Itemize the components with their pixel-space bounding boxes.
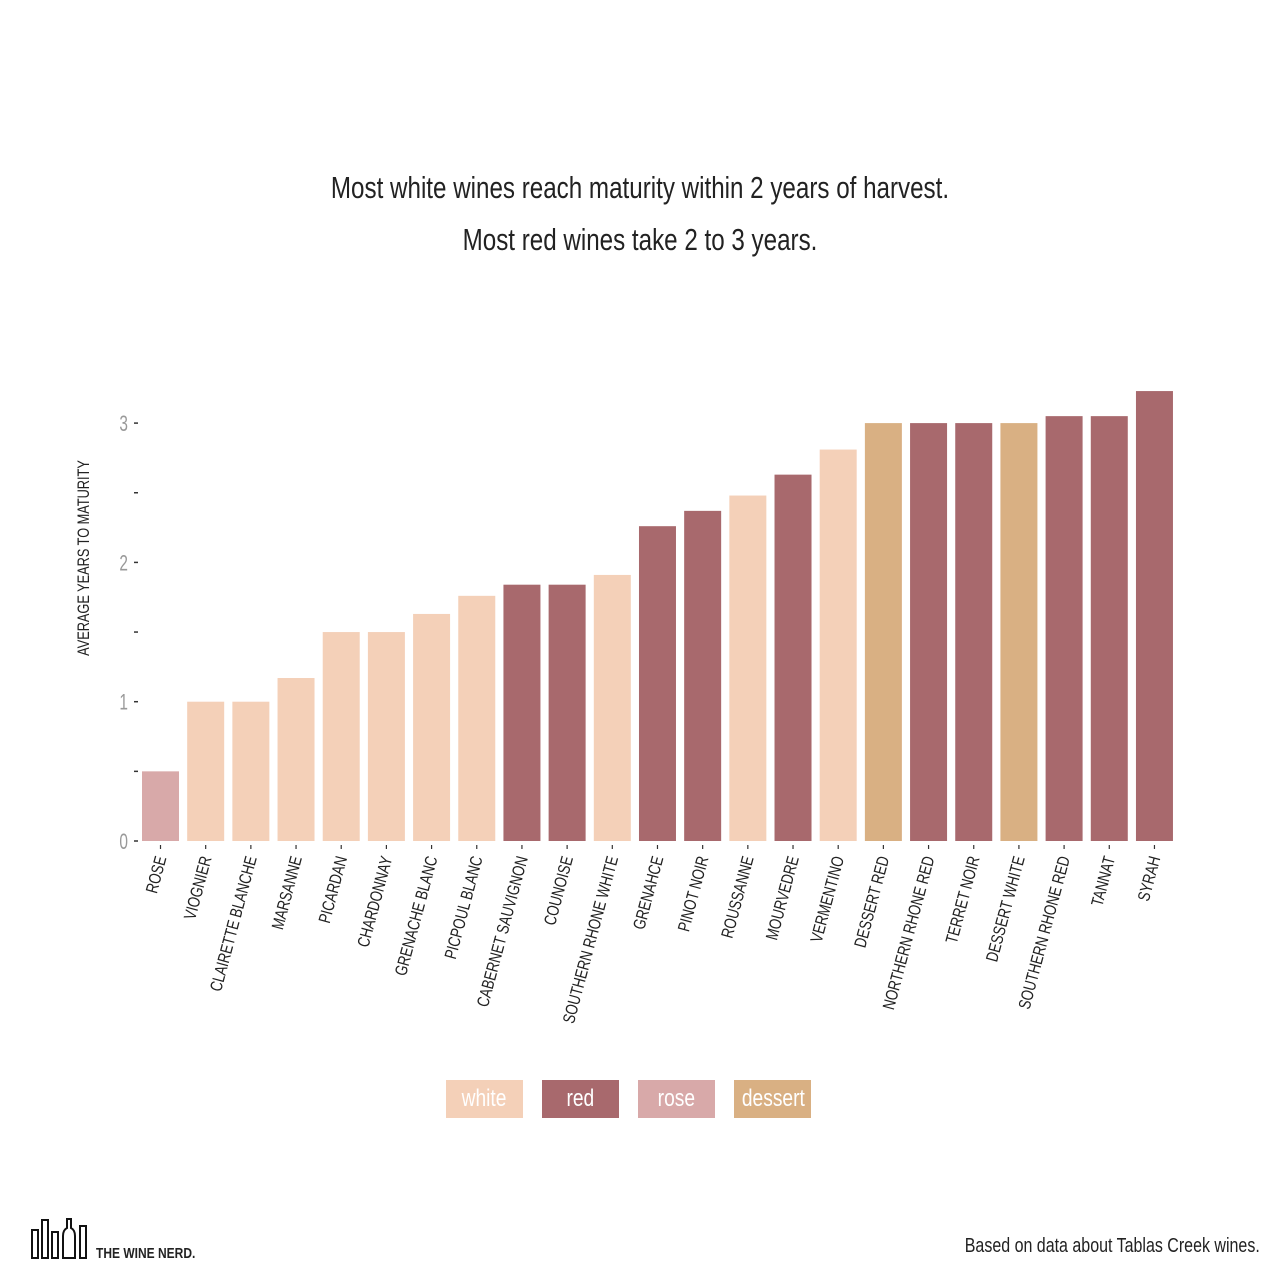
legend: white red rose dessert — [446, 1080, 811, 1118]
x-tick-label: DESSERT RED — [851, 854, 894, 949]
y-axis-label: AVERAGE YEARS TO MATURITY — [74, 460, 93, 656]
chart-subtitle: Most red wines take 2 to 3 years. — [462, 222, 818, 257]
bar-terret-noir — [955, 423, 993, 841]
bar-marsanne — [277, 678, 315, 841]
bar-picpoul-blanc — [458, 595, 496, 841]
bar-dessert-white — [1000, 423, 1038, 841]
x-tick-label: PICARDAN — [315, 854, 351, 925]
wine-bottles-icon — [31, 1218, 87, 1259]
x-tick-label: VERMENTINO — [807, 854, 848, 944]
x-tick-label: MOURVEDRE — [763, 854, 804, 942]
x-tick-label: CLAIRETTE BLANCHE — [207, 854, 261, 993]
bar-cabernet-sauvignon — [503, 584, 541, 841]
bar-grenahce — [638, 526, 676, 841]
x-tick-label: GRENAHCE — [630, 854, 668, 931]
bar-pinot-noir — [684, 510, 722, 841]
source-note: Based on data about Tablas Creek wines. — [964, 1235, 1260, 1257]
x-tick-label: PICPOUL BLANC — [441, 854, 487, 961]
bar-southern-rhone-red — [1045, 416, 1083, 841]
x-tick-label: DESSERT WHITE — [983, 854, 1029, 964]
bar-viognier — [187, 701, 225, 841]
legend-white: white — [446, 1080, 523, 1118]
bar-counoise — [548, 584, 586, 841]
x-tick-label: SYRAH — [1135, 854, 1165, 903]
x-tick-label: MARSANNE — [269, 854, 307, 931]
x-tick-label: CHARDONNAY — [354, 854, 396, 949]
bar-tannat — [1090, 416, 1128, 841]
bar-southern-rhone-white — [593, 574, 631, 841]
y-tick-label: 3 — [119, 413, 128, 437]
bar-grenache-blanc — [413, 613, 451, 841]
x-tick-label: VIOGNIER — [181, 854, 216, 921]
x-tick-label: COUNOISE — [541, 854, 578, 927]
x-tick-label: ROSE — [143, 854, 171, 895]
legend-red: red — [542, 1080, 619, 1118]
y-tick-label: 1 — [119, 691, 128, 715]
bar-clairette-blanche — [232, 701, 270, 841]
legend-dessert: dessert — [734, 1080, 811, 1118]
x-tick-label: PINOT NOIR — [675, 854, 713, 933]
bar-vermentino — [819, 449, 857, 841]
x-tick-label: CABERNET SAUVIGNON — [474, 854, 532, 1009]
logo: THE WINE NERD. — [30, 1216, 220, 1262]
x-tick-label: GRENACHE BLANC — [392, 854, 442, 978]
bar-roussanne — [729, 495, 767, 841]
x-tick-label: TANNAT — [1088, 854, 1120, 908]
bar-northern-rhone-red — [910, 423, 948, 841]
y-tick-label: 0 — [119, 830, 128, 854]
bar-chardonnay — [367, 632, 405, 841]
x-tick-label: TERRET NOIR — [943, 854, 984, 945]
legend-rose: rose — [638, 1080, 715, 1118]
bar-picardan — [322, 632, 360, 841]
x-tick-label: ROUSSANNE — [718, 854, 758, 940]
y-tick-label: 2 — [119, 552, 128, 576]
bar-dessert-red — [864, 423, 902, 841]
logo-text: THE WINE NERD. — [96, 1245, 196, 1262]
bar-mourvedre — [774, 474, 812, 841]
chart-title: Most white wines reach maturity within 2… — [330, 170, 950, 205]
bar-syrah — [1135, 391, 1173, 841]
bar-rose — [142, 771, 179, 841]
